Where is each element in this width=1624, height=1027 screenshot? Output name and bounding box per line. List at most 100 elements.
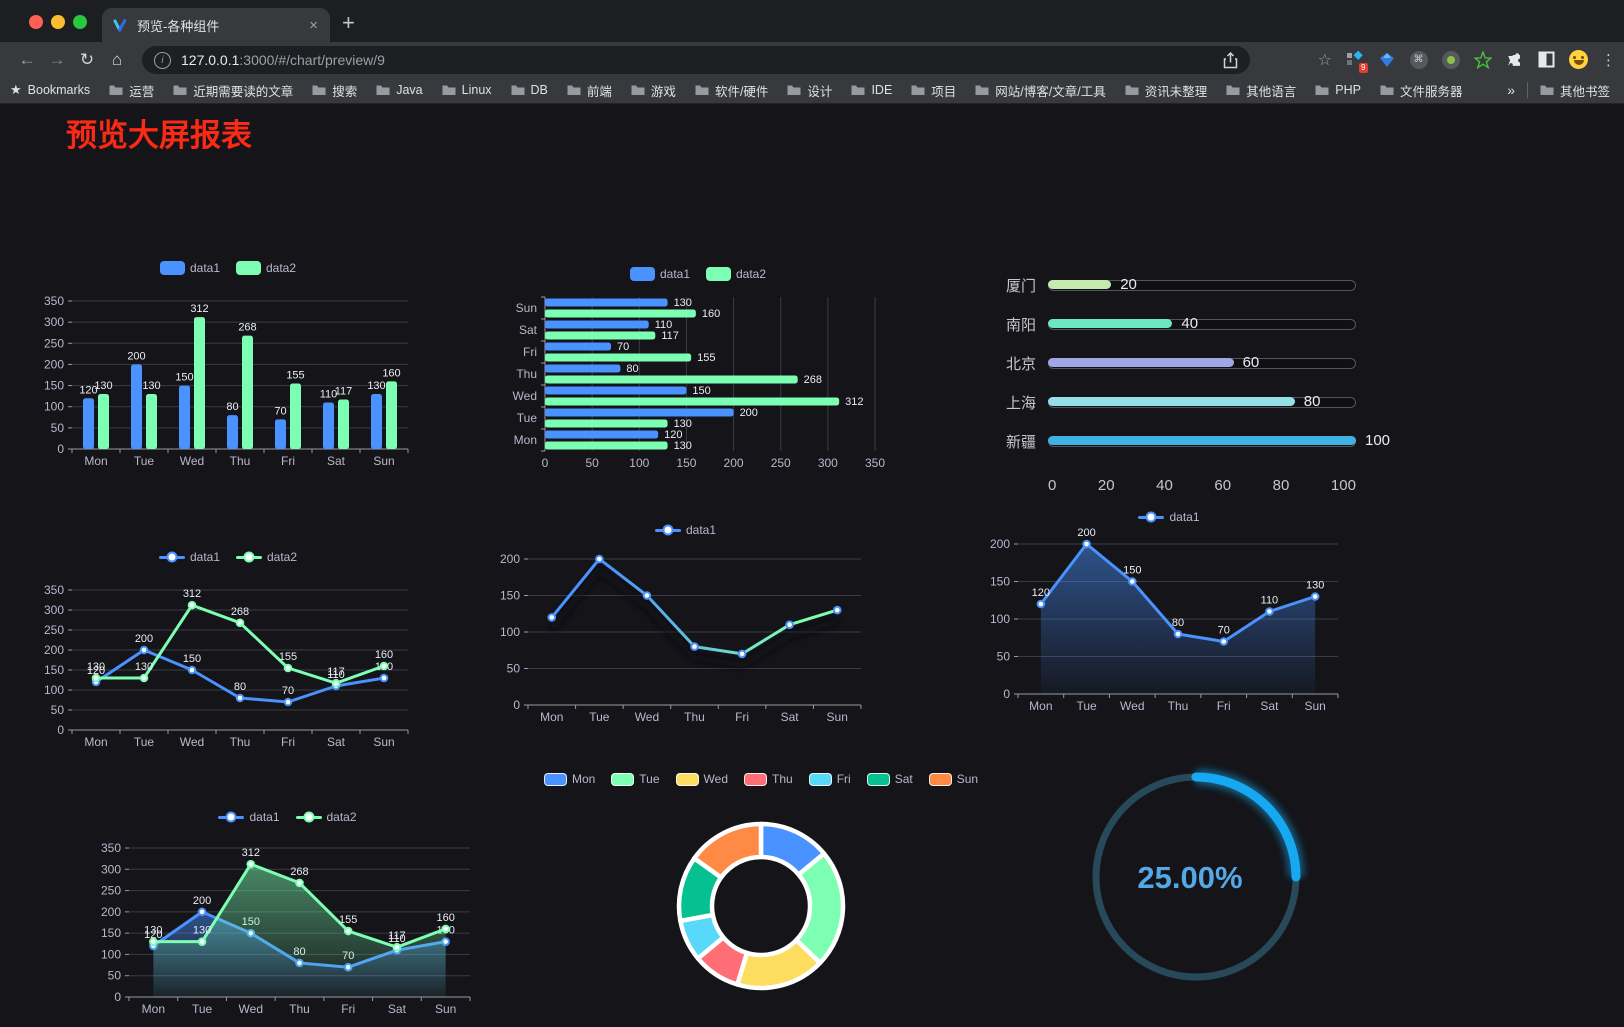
bookmark-folder-5[interactable]: Linux <box>442 83 492 97</box>
split-screen-icon[interactable] <box>1537 50 1556 69</box>
svg-text:80: 80 <box>234 681 246 693</box>
page-content: 预览大屏报表 data1 data2 0 50 100 150 200 250 300 350 Mo… <box>0 104 1624 1027</box>
window-close-button[interactable] <box>29 15 43 29</box>
bookmark-folder-1[interactable]: 运营 <box>109 81 154 100</box>
legend-item-data2[interactable]: data2 <box>706 267 766 281</box>
folder-icon <box>173 85 187 95</box>
extension-command-icon[interactable]: ⌘ <box>1409 50 1428 69</box>
bookmark-folder-2[interactable]: 近期需要读的文章 <box>173 81 293 100</box>
bookmark-star-icon[interactable]: ☆ <box>1317 51 1332 69</box>
chart-horizontal-bar: data1 data2 0 50 100 150 200 250 300 350 Sun 130 160… <box>503 259 893 471</box>
bookmark-folder-4[interactable]: Java <box>376 83 423 97</box>
legend-swatch <box>236 261 261 275</box>
url-path: :3000/#/chart/preview/9 <box>239 52 385 68</box>
address-bar[interactable]: i 127.0.0.1 :3000/#/chart/preview/9 <box>142 46 1250 74</box>
svg-text:Fri: Fri <box>281 735 295 749</box>
reload-button[interactable]: ↻ <box>79 49 95 69</box>
progress-x-axis: 0 20 40 60 80 100 <box>1048 477 1356 494</box>
svg-text:300: 300 <box>818 456 838 470</box>
bookmark-folder-13[interactable]: 网站/博客/文章/工具 <box>975 81 1106 100</box>
svg-text:50: 50 <box>108 969 122 983</box>
svg-text:130: 130 <box>674 297 692 309</box>
svg-text:150: 150 <box>101 926 121 940</box>
browser-menu-button[interactable]: ⋮ <box>1601 51 1616 69</box>
tab-close-button[interactable]: × <box>309 16 318 34</box>
legend-item-data1[interactable]: data1 <box>218 810 280 824</box>
svg-text:130: 130 <box>135 661 153 673</box>
svg-text:Fri: Fri <box>281 454 295 468</box>
legend-item-sat[interactable]: Sat <box>866 772 913 786</box>
svg-text:130: 130 <box>87 661 105 673</box>
legend-item-data1[interactable]: data1 <box>629 267 690 281</box>
svg-text:130: 130 <box>1306 580 1324 592</box>
svg-text:0: 0 <box>114 990 121 1004</box>
svg-text:120: 120 <box>1032 587 1050 599</box>
window-minimize-button[interactable] <box>51 15 65 29</box>
folder-icon <box>312 85 326 95</box>
legend-item-wed[interactable]: Wed <box>675 772 728 786</box>
bookmark-folder-14[interactable]: 资讯未整理 <box>1125 81 1207 100</box>
svg-text:Tue: Tue <box>134 454 155 468</box>
svg-text:117: 117 <box>327 666 345 678</box>
legend-item-data2[interactable]: data2 <box>295 810 357 824</box>
legend-item-data1[interactable]: data1 <box>1138 510 1200 524</box>
bookmark-folder-9[interactable]: 软件/硬件 <box>695 81 768 100</box>
back-button[interactable]: ← <box>18 49 36 69</box>
legend-item-fri[interactable]: Fri <box>808 772 851 786</box>
extension-star-icon[interactable] <box>1473 50 1492 69</box>
svg-text:70: 70 <box>274 405 286 417</box>
extension-badge: 9 <box>1358 63 1368 73</box>
home-button[interactable]: ⌂ <box>111 49 123 69</box>
window-zoom-button[interactable] <box>73 15 87 29</box>
legend-item-tue[interactable]: Tue <box>611 772 660 786</box>
other-bookmarks-folder[interactable]: 其他书签 <box>1540 81 1610 100</box>
bookmark-folder-16[interactable]: PHP <box>1315 83 1361 97</box>
new-tab-button[interactable]: + <box>342 10 355 35</box>
legend-item-data1[interactable]: data1 <box>158 550 220 564</box>
svg-text:200: 200 <box>1077 527 1095 539</box>
bookmark-folder-3[interactable]: 搜索 <box>312 81 357 100</box>
folder-icon <box>695 85 709 95</box>
svg-text:80: 80 <box>1172 617 1184 629</box>
legend-line-marker <box>1138 511 1165 523</box>
extension-gem-icon[interactable] <box>1377 50 1396 69</box>
svg-text:130: 130 <box>144 925 162 937</box>
legend-item-sun[interactable]: Sun <box>928 772 978 786</box>
legend-item-data1[interactable]: data1 <box>654 523 716 537</box>
bookmark-folder-12[interactable]: 项目 <box>911 81 956 100</box>
svg-text:0: 0 <box>513 698 520 712</box>
svg-text:70: 70 <box>1218 625 1230 637</box>
extensions-puzzle-icon[interactable] <box>1505 50 1524 69</box>
bookmark-folder-11[interactable]: IDE <box>851 83 892 97</box>
bookmarks-root[interactable]: ★ Bookmarks <box>10 82 91 97</box>
bookmarks-overflow-button[interactable]: » <box>1507 82 1515 98</box>
browser-tab[interactable]: 预览-各种组件 × <box>102 8 330 42</box>
extension-green-dot-icon[interactable] <box>1441 50 1460 69</box>
legend-item-mon[interactable]: Mon <box>543 772 595 786</box>
legend-label: data2 <box>267 550 298 564</box>
legend-item-data2[interactable]: data2 <box>236 550 297 564</box>
extension-grid-icon[interactable]: 9 <box>1345 50 1368 73</box>
chart-canvas: 0 50 100 150 200 Mon Tue Wed Thu Fri Sat Sun <box>500 552 862 724</box>
legend-item-data2[interactable]: data2 <box>236 261 296 275</box>
legend-line-marker <box>236 551 262 563</box>
svg-text:50: 50 <box>51 703 65 717</box>
folder-icon <box>1380 85 1394 95</box>
bookmark-folder-17[interactable]: 文件服务器 <box>1380 81 1462 100</box>
bookmark-folder-15[interactable]: 其他语言 <box>1226 81 1296 100</box>
progress-row-2: 南阳 40 <box>994 305 1356 344</box>
bookmark-folder-6[interactable]: DB <box>511 83 548 97</box>
bookmark-folder-8[interactable]: 游戏 <box>631 81 676 100</box>
forward-button[interactable]: → <box>48 49 66 69</box>
bookmark-folder-10[interactable]: 设计 <box>787 81 832 100</box>
svg-text:Thu: Thu <box>230 454 251 468</box>
share-icon[interactable] <box>1223 51 1238 69</box>
profile-avatar[interactable] <box>1569 50 1588 69</box>
legend-item-thu[interactable]: Thu <box>744 772 793 786</box>
chart-canvas: 25.00% <box>1092 769 1304 981</box>
site-info-icon[interactable]: i <box>154 51 171 69</box>
legend-item-data1[interactable]: data1 <box>159 261 220 275</box>
bookmark-folder-7[interactable]: 前端 <box>567 81 612 100</box>
chart-line-gradient: data1 0 50 100 150 200 Mon Tue Wed Thu Fri Sat Sun <box>498 517 873 729</box>
legend-label: data1 <box>189 550 220 564</box>
